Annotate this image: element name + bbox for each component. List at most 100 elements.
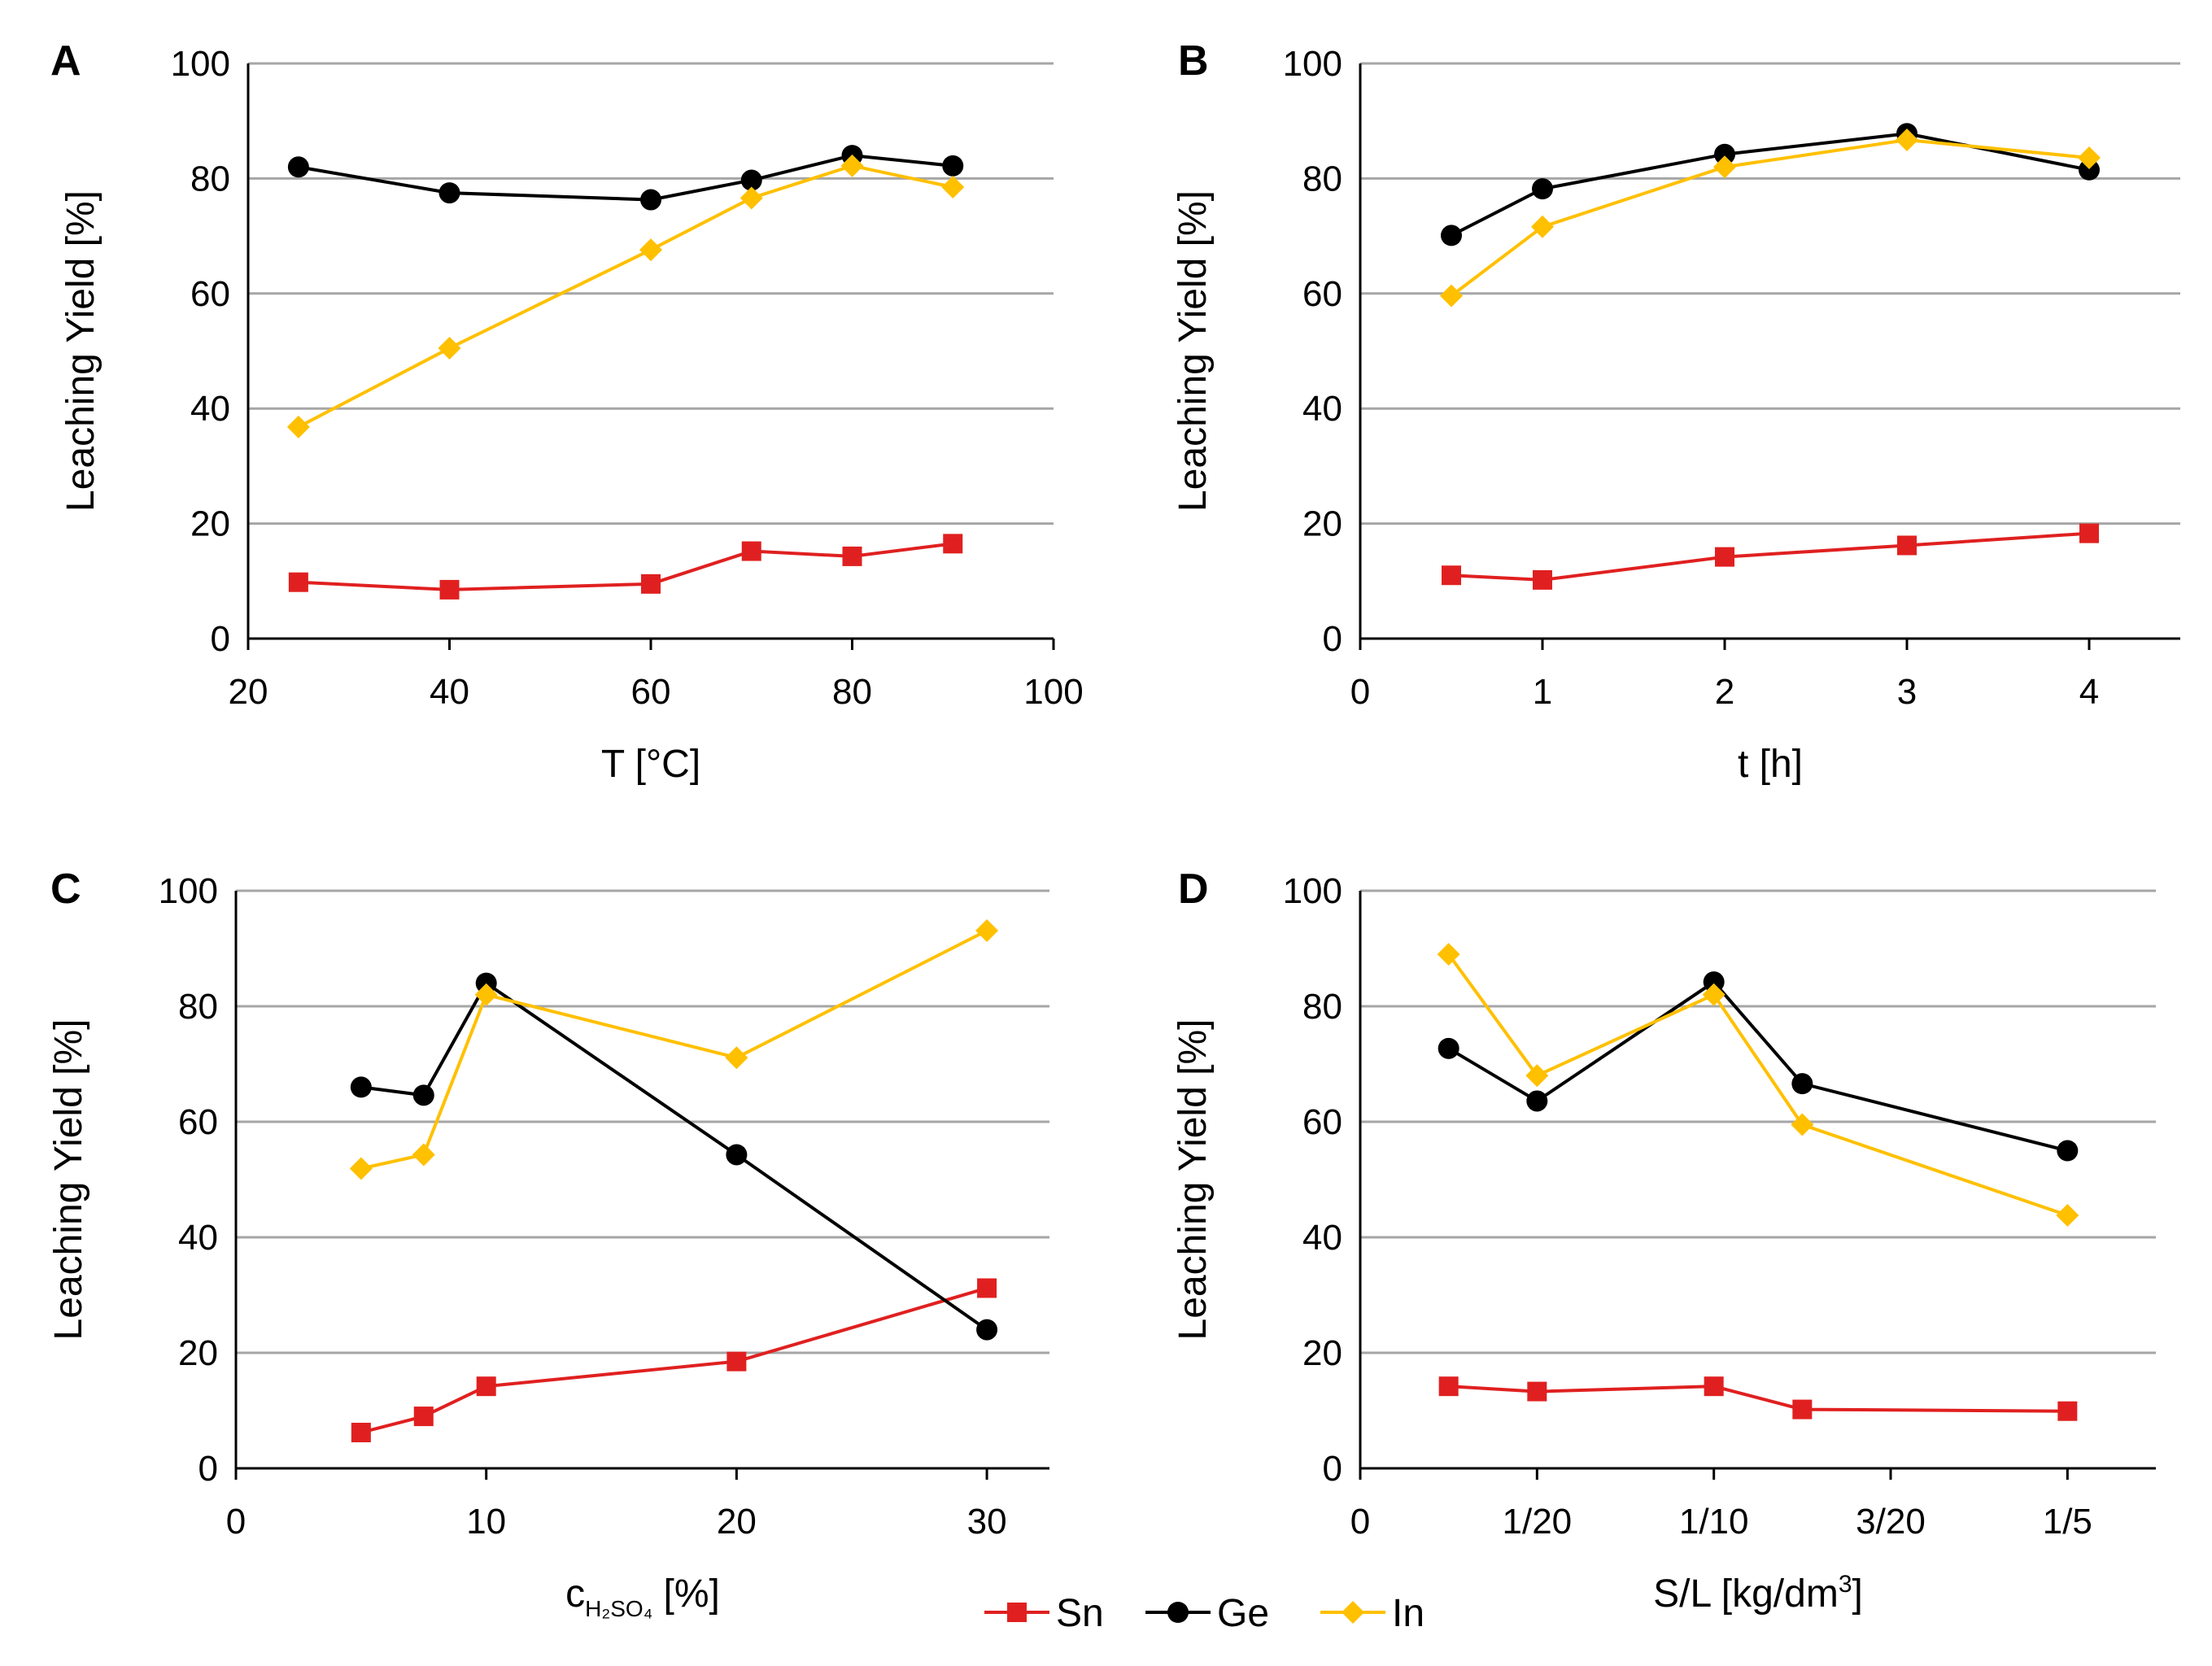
y-tick-label: 60 (190, 274, 230, 314)
data-point-in (1713, 155, 1736, 179)
data-point-sn (1442, 565, 1461, 586)
y-tick-label: 100 (1283, 44, 1342, 84)
y-tick-label: 40 (1302, 389, 1342, 429)
y-tick-label: 80 (1302, 987, 1342, 1027)
x-tick-label: 4 (2079, 672, 2099, 712)
data-point-ge (1532, 178, 1553, 200)
data-point-in (740, 186, 763, 210)
y-axis-title: Leaching Yield [%] (1171, 190, 1215, 512)
data-point-in (412, 1143, 435, 1167)
legend-marker-sn (1007, 1603, 1027, 1622)
panel-letter: D (1178, 866, 1209, 913)
data-point-in (1791, 1113, 1814, 1136)
y-tick-label: 0 (199, 1449, 218, 1489)
data-point-ge (350, 1076, 372, 1098)
y-tick-label: 20 (178, 1333, 218, 1373)
x-axis-title: T [°C] (601, 743, 700, 786)
x-tick-label: 10 (466, 1502, 506, 1542)
data-point-sn (943, 534, 963, 554)
series-line-in (360, 929, 988, 1171)
data-point-ge (438, 182, 460, 204)
x-tick-label: 1/5 (2043, 1502, 2092, 1542)
chart-panel-a: 0 20 40 60 80 100 20 40 60 80 100 A Leaching Yield [… (50, 37, 1084, 786)
data-point-ge (475, 972, 497, 994)
data-point-in (725, 1046, 748, 1070)
x-tick-label: 60 (631, 672, 671, 712)
y-tick-label: 20 (1302, 1333, 1342, 1373)
y-tick-label: 60 (1302, 1102, 1342, 1142)
data-point-sn (1527, 1381, 1547, 1402)
data-point-in (1437, 943, 1460, 966)
y-tick-label: 20 (190, 504, 230, 544)
x-tick-label: 20 (229, 672, 268, 712)
data-point-ge (942, 155, 964, 177)
data-point-ge (640, 189, 661, 211)
data-point-sn (476, 1376, 496, 1397)
data-point-in (438, 336, 461, 360)
x-axis-title: S/L [kg/dm3] (1653, 1571, 1863, 1616)
data-point-ge (976, 1319, 998, 1341)
data-point-in (941, 176, 965, 199)
series-line-in (297, 164, 953, 429)
x-tick-label: 1/10 (1679, 1502, 1749, 1542)
data-point-sn (2079, 523, 2099, 543)
series-line-in (1450, 138, 2090, 298)
data-point-sn (1715, 547, 1734, 567)
y-axis-title: Leaching Yield [%] (47, 1019, 90, 1341)
x-tick-label: 1 (1533, 672, 1552, 712)
x-tick-label: 30 (967, 1502, 1007, 1542)
data-point-in (349, 1157, 373, 1180)
y-tick-label: 60 (1302, 274, 1342, 314)
data-point-in (975, 918, 999, 942)
data-point-sn (842, 546, 862, 566)
data-point-in (1531, 215, 1554, 238)
x-tick-label: 0 (226, 1502, 246, 1542)
chart-panel-c: 0 20 40 60 80 100 0 10 20 30 C Leaching Yield [%] cH… (47, 866, 1049, 1621)
panel-letter: A (50, 37, 81, 85)
legend: Sn Ge In (984, 1592, 1424, 1635)
data-point-ge (1441, 225, 1462, 246)
data-point-in (1702, 983, 1726, 1006)
legend-label-in: In (1392, 1592, 1424, 1635)
series-line-ge (298, 154, 953, 202)
y-tick-label: 20 (1302, 504, 1342, 544)
data-point-ge (2079, 159, 2100, 181)
y-tick-label: 100 (171, 44, 230, 84)
data-point-sn (413, 1407, 434, 1427)
data-point-in (286, 415, 310, 438)
x-tick-label: 0 (1350, 1502, 1370, 1542)
data-point-ge (1438, 1037, 1459, 1059)
data-point-ge (1703, 971, 1725, 993)
y-tick-label: 100 (159, 871, 218, 911)
x-tick-label: 40 (430, 672, 469, 712)
x-tick-label: 1/20 (1503, 1502, 1573, 1542)
data-point-in (840, 154, 864, 177)
data-point-sn (351, 1422, 371, 1442)
series-line-sn (298, 542, 953, 591)
x-tick-label: 3/20 (1856, 1502, 1926, 1542)
x-tick-label: 2 (1715, 672, 1734, 712)
x-tick-label: 80 (832, 672, 872, 712)
series-line-sn (360, 1286, 988, 1434)
data-point-in (2078, 146, 2101, 169)
legend-label-sn: Sn (1056, 1592, 1104, 1635)
x-tick-label: 20 (717, 1502, 757, 1542)
data-point-sn (741, 541, 761, 561)
panel-letter: B (1178, 37, 1209, 85)
data-point-ge (726, 1144, 748, 1166)
data-point-sn (1897, 535, 1917, 556)
data-point-sn (977, 1278, 997, 1298)
data-point-ge (412, 1084, 434, 1106)
x-tick-label: 100 (1023, 672, 1083, 712)
data-point-sn (1704, 1376, 1724, 1397)
y-tick-label: 40 (178, 1218, 218, 1258)
legend-marker-in (1342, 1601, 1364, 1624)
data-point-sn (1533, 569, 1552, 590)
series-line-in (1447, 953, 2068, 1217)
data-point-sn (439, 579, 460, 600)
y-tick-label: 80 (178, 987, 218, 1027)
x-axis-title: t [h] (1738, 743, 1803, 786)
data-point-in (1896, 129, 1918, 152)
